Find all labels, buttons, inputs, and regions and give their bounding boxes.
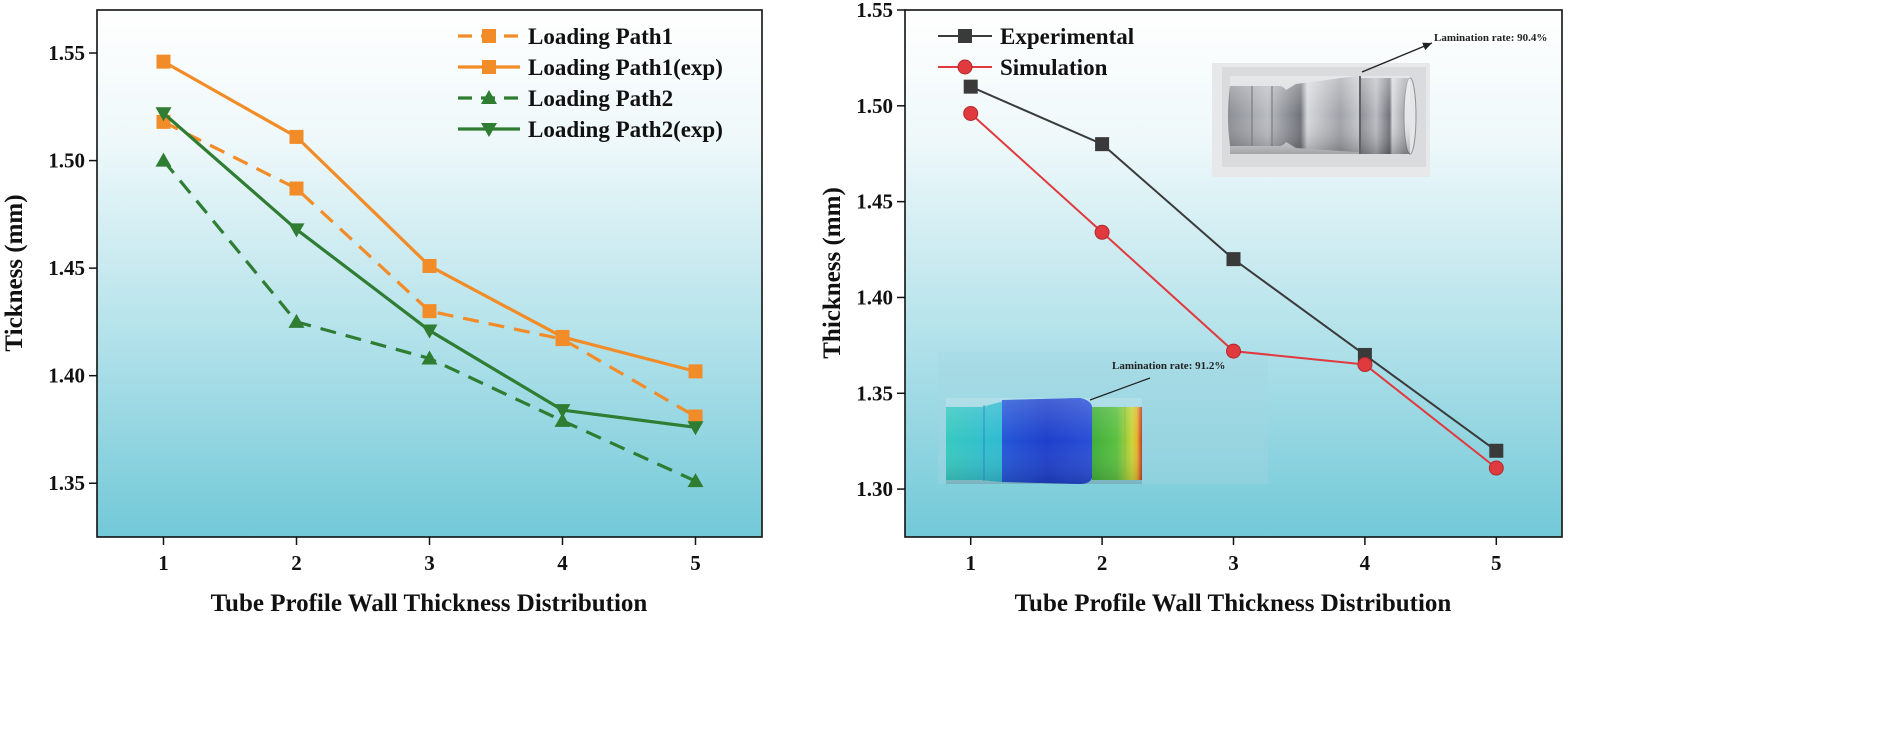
left-legend-label-2: Loading Path1(exp) xyxy=(528,55,723,80)
left-series-1-point xyxy=(688,409,703,424)
right-series-1-point xyxy=(1095,137,1110,152)
left-legend-marker-3 xyxy=(481,90,497,104)
left-series-4-point xyxy=(288,223,305,238)
right-y-tick-label: 1.45 xyxy=(856,190,893,214)
left-legend-label-4: Loading Path2(exp) xyxy=(528,117,723,142)
tube-photo xyxy=(1212,63,1430,177)
left-series-2-point xyxy=(156,54,171,69)
left-series-1-point xyxy=(289,181,304,196)
left-series-3-point xyxy=(155,152,172,167)
right-series-2-point xyxy=(963,105,979,121)
right-x-tick-label: 5 xyxy=(1491,551,1502,575)
left-legend-label-3: Loading Path2 xyxy=(528,86,673,111)
left-x-tick-label: 1 xyxy=(158,551,169,575)
right-legend-label-1: Experimental xyxy=(1000,24,1134,49)
left-chart: 1 2 3 4 5 1.35 1.40 1.45 1.50 1.55 Loading Path1 L… xyxy=(1,9,763,617)
left-series-4-point xyxy=(421,324,438,339)
left-series-4-point xyxy=(554,404,571,419)
left-series-1-point xyxy=(422,304,437,319)
left-y-tick-label: 1.55 xyxy=(48,41,85,65)
right-chart: Lamination rate: 90.4% Lamination rate: … xyxy=(819,0,1563,617)
left-x-tick-label: 2 xyxy=(291,551,302,575)
right-y-tick-label: 1.30 xyxy=(856,477,893,501)
right-series-2-point xyxy=(1488,460,1504,476)
right-series-1-point xyxy=(1489,443,1504,458)
left-series-3-point xyxy=(421,350,438,365)
simulation-annotation-arrow xyxy=(1089,377,1151,401)
left-legend-marker-1 xyxy=(482,29,496,43)
left-series-3-point xyxy=(288,313,305,328)
right-y-tick-label: 1.40 xyxy=(856,285,893,309)
left-series-2-point xyxy=(555,329,570,344)
right-series-2-point xyxy=(1357,357,1373,373)
right-x-tick-label: 3 xyxy=(1228,551,1239,575)
right-legend-marker-1 xyxy=(958,29,972,43)
left-y-tick-label: 1.45 xyxy=(48,256,85,280)
left-y-tick-label: 1.50 xyxy=(48,149,85,173)
simulation-annotation-label: Lamination rate: 91.2% xyxy=(1112,360,1225,372)
left-plot-background xyxy=(97,10,762,537)
left-series-4-point xyxy=(687,421,704,436)
right-x-tick-label: 2 xyxy=(1097,551,1108,575)
left-x-axis-title: Tube Profile Wall Thickness Distribution xyxy=(211,590,648,617)
left-y-tick-label: 1.40 xyxy=(48,364,85,388)
left-y-tick-label: 1.35 xyxy=(48,471,85,495)
left-legend-marker-2 xyxy=(482,60,496,74)
right-series-2-point xyxy=(1226,343,1241,359)
left-series-2-point xyxy=(422,258,437,273)
left-series-2-point xyxy=(688,364,703,379)
photo-annotation-arrow xyxy=(1361,42,1433,73)
left-y-axis-title: Tickness (mm) xyxy=(1,194,28,351)
right-legend-marker-2 xyxy=(957,59,973,75)
left-x-tick-label: 4 xyxy=(557,551,568,575)
left-legend-marker-4 xyxy=(481,123,497,137)
right-y-axis-title: Thickness (mm) xyxy=(819,187,846,359)
right-y-tick-label: 1.35 xyxy=(856,381,893,405)
right-y-tick-label: 1.55 xyxy=(856,0,893,22)
right-series-1-point xyxy=(963,79,978,94)
left-series-3-point xyxy=(687,473,704,488)
left-x-tick-label: 5 xyxy=(690,551,701,575)
simulation-contour xyxy=(938,352,1268,484)
left-legend-label-1: Loading Path1 xyxy=(528,24,673,49)
left-x-tick-label: 3 xyxy=(424,551,435,575)
left-series-3-point xyxy=(554,412,571,427)
right-series-1-point xyxy=(1226,252,1241,267)
right-series-2-point xyxy=(1094,224,1110,240)
right-y-tick-label: 1.50 xyxy=(856,94,893,118)
right-legend-label-2: Simulation xyxy=(1000,55,1108,80)
right-x-tick-label: 4 xyxy=(1360,551,1371,575)
right-x-axis-title: Tube Profile Wall Thickness Distribution xyxy=(1015,590,1452,617)
photo-annotation-label: Lamination rate: 90.4% xyxy=(1434,32,1547,44)
right-x-tick-label: 1 xyxy=(965,551,976,575)
left-series-4-point xyxy=(155,107,172,122)
left-series-2-point xyxy=(289,129,304,144)
